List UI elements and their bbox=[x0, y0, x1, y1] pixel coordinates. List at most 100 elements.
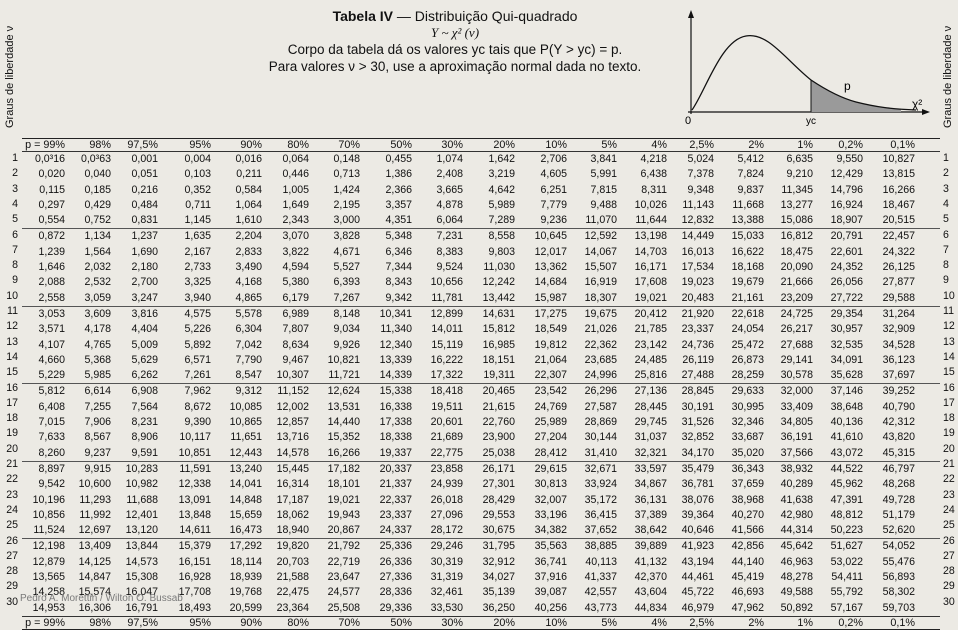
table-row: 3,571 4,178 4,404 5,226 6,304 7,807 9,034 11,34… bbox=[22, 322, 940, 337]
table-cell: 1,134 bbox=[84, 230, 111, 243]
table-cell: 20,599 bbox=[229, 601, 262, 614]
table-cell: 0,216 bbox=[131, 183, 158, 196]
table-cell: 5,812 bbox=[38, 385, 65, 398]
table-cell: 12,857 bbox=[276, 416, 309, 429]
table-cell: 41,610 bbox=[830, 431, 863, 444]
table-cell: 19,021 bbox=[634, 291, 667, 304]
table-cell: 37,389 bbox=[634, 508, 667, 521]
description-line-2: Para valores ν > 30, use a aproximação n… bbox=[268, 59, 642, 74]
column-header: 90% bbox=[240, 139, 262, 151]
df-label-left: 9 bbox=[12, 274, 18, 287]
table-cell: 23,685 bbox=[584, 353, 617, 366]
table-cell: 0,713 bbox=[333, 168, 360, 181]
df-label-right: 21 bbox=[943, 458, 955, 470]
table-row: 0,872 1,134 1,237 1,635 2,204 3,070 3,828 5,348… bbox=[22, 228, 940, 244]
table-cell: 6,393 bbox=[333, 276, 360, 289]
table-cell: 14,847 bbox=[78, 571, 111, 584]
table-cell: 17,187 bbox=[276, 493, 309, 506]
table-cell: 3,070 bbox=[282, 230, 309, 243]
table-cell: 28,259 bbox=[731, 369, 764, 382]
table-cell: 16,985 bbox=[482, 338, 515, 351]
df-label-right: 28 bbox=[943, 565, 955, 578]
table-cell: 18,939 bbox=[229, 571, 262, 584]
table-cell: 0,352 bbox=[184, 183, 211, 196]
table-cell: 26,125 bbox=[882, 261, 915, 274]
table-cell: 5,024 bbox=[687, 153, 714, 165]
table-cell: 12,002 bbox=[276, 400, 309, 413]
column-footer: 98% bbox=[89, 616, 111, 629]
tail-area bbox=[811, 80, 901, 112]
table-cell: 30,995 bbox=[731, 400, 764, 413]
table-cell: 17,322 bbox=[430, 369, 463, 382]
table-cell: 5,226 bbox=[184, 323, 211, 336]
df-label-left: 10 bbox=[6, 289, 18, 302]
table-cell: 19,023 bbox=[681, 276, 714, 289]
table-cell: 3,219 bbox=[488, 168, 515, 181]
table-cell: 16,266 bbox=[327, 446, 360, 459]
table-cell: 0,064 bbox=[282, 153, 309, 165]
table-cell: 13,844 bbox=[125, 540, 158, 553]
table-cell: 13,362 bbox=[534, 261, 567, 274]
table-cell: 30,191 bbox=[681, 400, 714, 413]
table-cell: 36,123 bbox=[882, 353, 915, 366]
table-cell: 14,125 bbox=[78, 555, 111, 568]
column-footer: 2,5% bbox=[689, 616, 714, 629]
table-cell: 3,059 bbox=[84, 291, 111, 304]
df-label-right: 15 bbox=[943, 366, 955, 379]
df-label-left: 20 bbox=[6, 442, 18, 455]
table-cell: 33,196 bbox=[534, 508, 567, 521]
table-cell: 9,236 bbox=[540, 214, 567, 227]
table-cell: 28,869 bbox=[584, 416, 617, 429]
table-cell: 40,256 bbox=[534, 601, 567, 614]
df-label-left: 24 bbox=[6, 503, 18, 516]
table-cell: 5,348 bbox=[385, 230, 412, 243]
side-label-left: Graus de liberdade ν bbox=[4, 25, 16, 128]
df-label-left: 17 bbox=[6, 396, 18, 409]
table-cell: 38,642 bbox=[634, 524, 667, 537]
origin-label: 0 bbox=[685, 115, 691, 127]
df-label-right: 9 bbox=[943, 274, 949, 287]
table-cell: 30,813 bbox=[534, 478, 567, 491]
df-label-right: 3 bbox=[943, 182, 949, 195]
table-cell: 0,040 bbox=[84, 168, 111, 181]
table-cell: 7,906 bbox=[84, 416, 111, 429]
table-cell: 8,231 bbox=[131, 416, 158, 429]
table-cell: 34,091 bbox=[830, 353, 863, 366]
table-cell: 1,074 bbox=[436, 153, 463, 165]
table-cell: 14,848 bbox=[229, 493, 262, 506]
table-cell: 11,340 bbox=[380, 323, 412, 336]
table-cell: 4,107 bbox=[38, 338, 65, 351]
table-cell: 40,646 bbox=[681, 524, 714, 537]
table-row: 4,107 4,765 5,009 5,892 7,042 8,634 9,926 12,34… bbox=[22, 338, 940, 353]
df-label-left: 27 bbox=[6, 549, 18, 562]
table-cell: 7,564 bbox=[131, 400, 158, 413]
table-cell: 23,209 bbox=[780, 291, 813, 304]
column-footer-row: p = 99% 98% 97,5% 95% 90% 80% 70% 50% 30% 20% 10% 5… bbox=[22, 615, 940, 629]
table-cell: 32,346 bbox=[731, 416, 764, 429]
table-cell: 13,091 bbox=[178, 493, 211, 506]
table-cell: 15,086 bbox=[780, 214, 813, 227]
df-label-left: 29 bbox=[6, 580, 18, 593]
column-header: 2% bbox=[748, 139, 764, 151]
table-cell: 42,370 bbox=[634, 571, 667, 584]
table-cell: 20,703 bbox=[276, 555, 309, 568]
table-cell: 9,915 bbox=[84, 462, 111, 475]
table-cell: 18,168 bbox=[731, 261, 764, 274]
table-cell: 12,879 bbox=[32, 555, 65, 568]
table-cell: 22,362 bbox=[584, 338, 617, 351]
table-cell: 19,820 bbox=[276, 540, 309, 553]
df-label-left: 23 bbox=[6, 488, 18, 501]
table-cell: 11,721 bbox=[328, 369, 360, 382]
table-cell: 13,716 bbox=[276, 431, 309, 444]
table-cell: 22,618 bbox=[731, 307, 764, 320]
table-page: { "side_label": "Graus de liberdade ν", … bbox=[4, 8, 955, 630]
table-cell: 0,103 bbox=[184, 168, 211, 181]
table-cell: 44,140 bbox=[731, 555, 764, 568]
table-cell: 4,671 bbox=[333, 245, 360, 258]
table-cell: 40,270 bbox=[731, 508, 764, 521]
table-cell: 15,812 bbox=[482, 323, 515, 336]
table-cell: 10,856 bbox=[32, 508, 65, 521]
table-row: 0,297 0,429 0,484 0,711 1,064 1,649 2,195 3,357… bbox=[22, 198, 940, 213]
table-cell: 27,587 bbox=[584, 400, 617, 413]
table-cell: 32,007 bbox=[534, 493, 567, 506]
